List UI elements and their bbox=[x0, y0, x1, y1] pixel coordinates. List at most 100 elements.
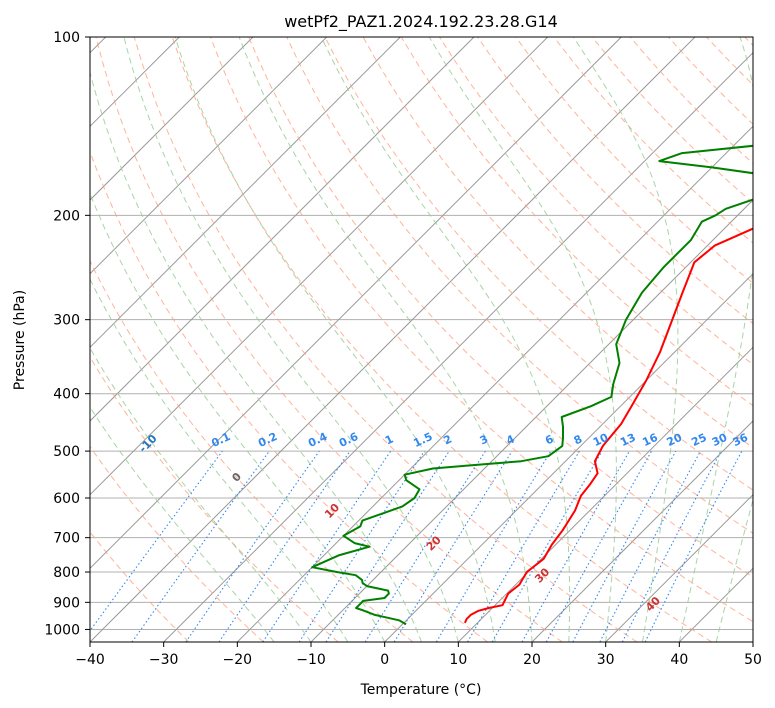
dry-adiabat-line bbox=[210, 37, 753, 623]
dry-adiabat-label: -10 bbox=[136, 432, 159, 455]
mixing-ratio-label: 0.6 bbox=[337, 430, 360, 450]
mixing-ratio-line bbox=[262, 450, 392, 642]
mixing-ratio-line bbox=[435, 450, 552, 642]
x-tick-label: −30 bbox=[149, 652, 179, 668]
isotherm-line bbox=[752, 641, 753, 642]
x-tick-label: 40 bbox=[670, 652, 688, 668]
x-tick-label: 20 bbox=[523, 652, 541, 668]
dry-adiabat-line bbox=[324, 37, 753, 491]
dry-adiabat-line bbox=[90, 445, 264, 642]
chart-title: wetPf2_PAZ1.2024.192.23.28.G14 bbox=[284, 12, 558, 32]
isotherm-line bbox=[236, 125, 753, 642]
dry-adiabat-label: 20 bbox=[424, 533, 444, 553]
moist-adiabat-line bbox=[90, 70, 422, 642]
y-tick-label: 700 bbox=[53, 531, 80, 547]
dry-adiabat-line bbox=[668, 37, 753, 125]
dry-adiabat-line bbox=[90, 259, 414, 642]
plot-frame bbox=[89, 36, 754, 643]
isotherm-line bbox=[90, 37, 475, 422]
mixing-ratio-label: 0.4 bbox=[306, 430, 329, 450]
isotherm-line bbox=[90, 37, 254, 201]
y-axis-label: Pressure (hPa) bbox=[12, 290, 28, 390]
y-tick-label: 800 bbox=[53, 565, 80, 581]
dry-adiabat-line bbox=[706, 37, 753, 86]
mixing-ratio-label: 2 bbox=[442, 432, 454, 447]
mixing-ratio-label: 1 bbox=[383, 432, 395, 447]
moist-adiabat-line bbox=[90, 347, 312, 642]
dry-adiabat-line bbox=[90, 150, 488, 642]
isotherm-line bbox=[678, 567, 753, 642]
dry-adiabat-line bbox=[744, 37, 753, 47]
mixing-ratio-line bbox=[467, 450, 580, 642]
x-tick-label: 30 bbox=[597, 652, 615, 668]
x-axis-label: Temperature (°C) bbox=[360, 682, 482, 698]
isotherm-line bbox=[90, 37, 328, 275]
dry-adiabat-line bbox=[248, 37, 753, 578]
mixing-ratio-line bbox=[572, 450, 677, 642]
mixing-ratio-label: 13 bbox=[618, 431, 637, 449]
isotherm-line bbox=[90, 37, 549, 496]
mixing-ratio-label: 30 bbox=[710, 431, 730, 449]
y-tick-label: 900 bbox=[53, 595, 80, 611]
moist-adiabat-line bbox=[320, 37, 571, 642]
y-tick-label: 1000 bbox=[44, 622, 80, 638]
mixing-ratio-line bbox=[131, 450, 270, 642]
isotherm-line bbox=[90, 37, 622, 570]
y-tick-label: 100 bbox=[53, 30, 80, 46]
mixing-ratio-line bbox=[393, 450, 513, 642]
y-tick-label: 400 bbox=[53, 387, 80, 403]
dry-adiabat-line bbox=[90, 356, 339, 642]
moist-adiabat-line bbox=[715, 497, 753, 642]
x-tick-label: 0 bbox=[380, 652, 389, 668]
dry-adiabat-label: 0 bbox=[229, 470, 244, 485]
dry-adiabat-label: 40 bbox=[643, 594, 663, 614]
mixing-ratio-line bbox=[644, 450, 743, 642]
moist-adiabat-line bbox=[238, 37, 533, 642]
isotherm-line bbox=[163, 51, 753, 642]
mixing-ratio-label: 25 bbox=[689, 431, 708, 449]
mixing-ratio-label: 1.5 bbox=[411, 430, 434, 450]
dewpoint-line bbox=[311, 144, 753, 626]
mixing-ratio-label: 8 bbox=[572, 432, 584, 447]
x-axis-ticks: −40 −30 −20 −10 0 10 20 30 40 50 bbox=[75, 642, 762, 668]
moist-adiabat-line bbox=[123, 37, 459, 642]
dry-adiabat-label: -30 bbox=[0, 361, 1, 384]
data-series bbox=[311, 144, 753, 626]
mixing-ratio-line bbox=[545, 450, 653, 642]
isotherm-line bbox=[457, 346, 753, 642]
y-tick-label: 600 bbox=[53, 491, 80, 507]
dry-adiabat-label: 30 bbox=[532, 565, 552, 585]
isotherm-line bbox=[90, 37, 401, 349]
moist-adiabat-line bbox=[90, 192, 386, 642]
mixing-ratio-label: 4 bbox=[504, 432, 517, 447]
mixing-ratio-line bbox=[90, 450, 223, 632]
mixing-ratio-line bbox=[521, 450, 630, 642]
mixing-ratio-label: 36 bbox=[731, 431, 751, 449]
background-lines bbox=[90, 37, 753, 642]
mixing-ratio-line bbox=[298, 450, 425, 642]
dry-adiabat-line bbox=[171, 37, 712, 642]
mixing-ratio-label: 10 bbox=[591, 431, 611, 449]
line-labels: 0.10.20.40.611.52346810131620253036-100-… bbox=[0, 361, 751, 614]
x-tick-label: 10 bbox=[449, 652, 467, 668]
moist-adiabat-line bbox=[678, 37, 753, 642]
x-tick-label: 50 bbox=[744, 652, 762, 668]
dry-adiabat-line bbox=[133, 37, 638, 642]
y-tick-label: 300 bbox=[53, 313, 80, 329]
dry-adiabat-line bbox=[286, 37, 753, 534]
dry-adiabat-line bbox=[591, 37, 753, 204]
mixing-ratio-label: 0.2 bbox=[256, 430, 279, 450]
mixing-ratio-label: 0.1 bbox=[209, 430, 232, 450]
moist-adiabat-line bbox=[572, 37, 679, 642]
mixing-ratio-label: 20 bbox=[665, 431, 685, 449]
isotherm-line bbox=[531, 420, 753, 642]
isotherm-line bbox=[605, 493, 753, 642]
x-tick-label: −20 bbox=[223, 652, 253, 668]
mixing-ratio-line bbox=[325, 450, 450, 642]
y-axis-ticks: 1000 900 800 700 600 500 400 300 200 100 bbox=[44, 30, 90, 638]
mixing-ratio-line bbox=[185, 450, 320, 642]
x-tick-label: −40 bbox=[75, 652, 105, 668]
dry-adiabat-line bbox=[515, 37, 753, 284]
